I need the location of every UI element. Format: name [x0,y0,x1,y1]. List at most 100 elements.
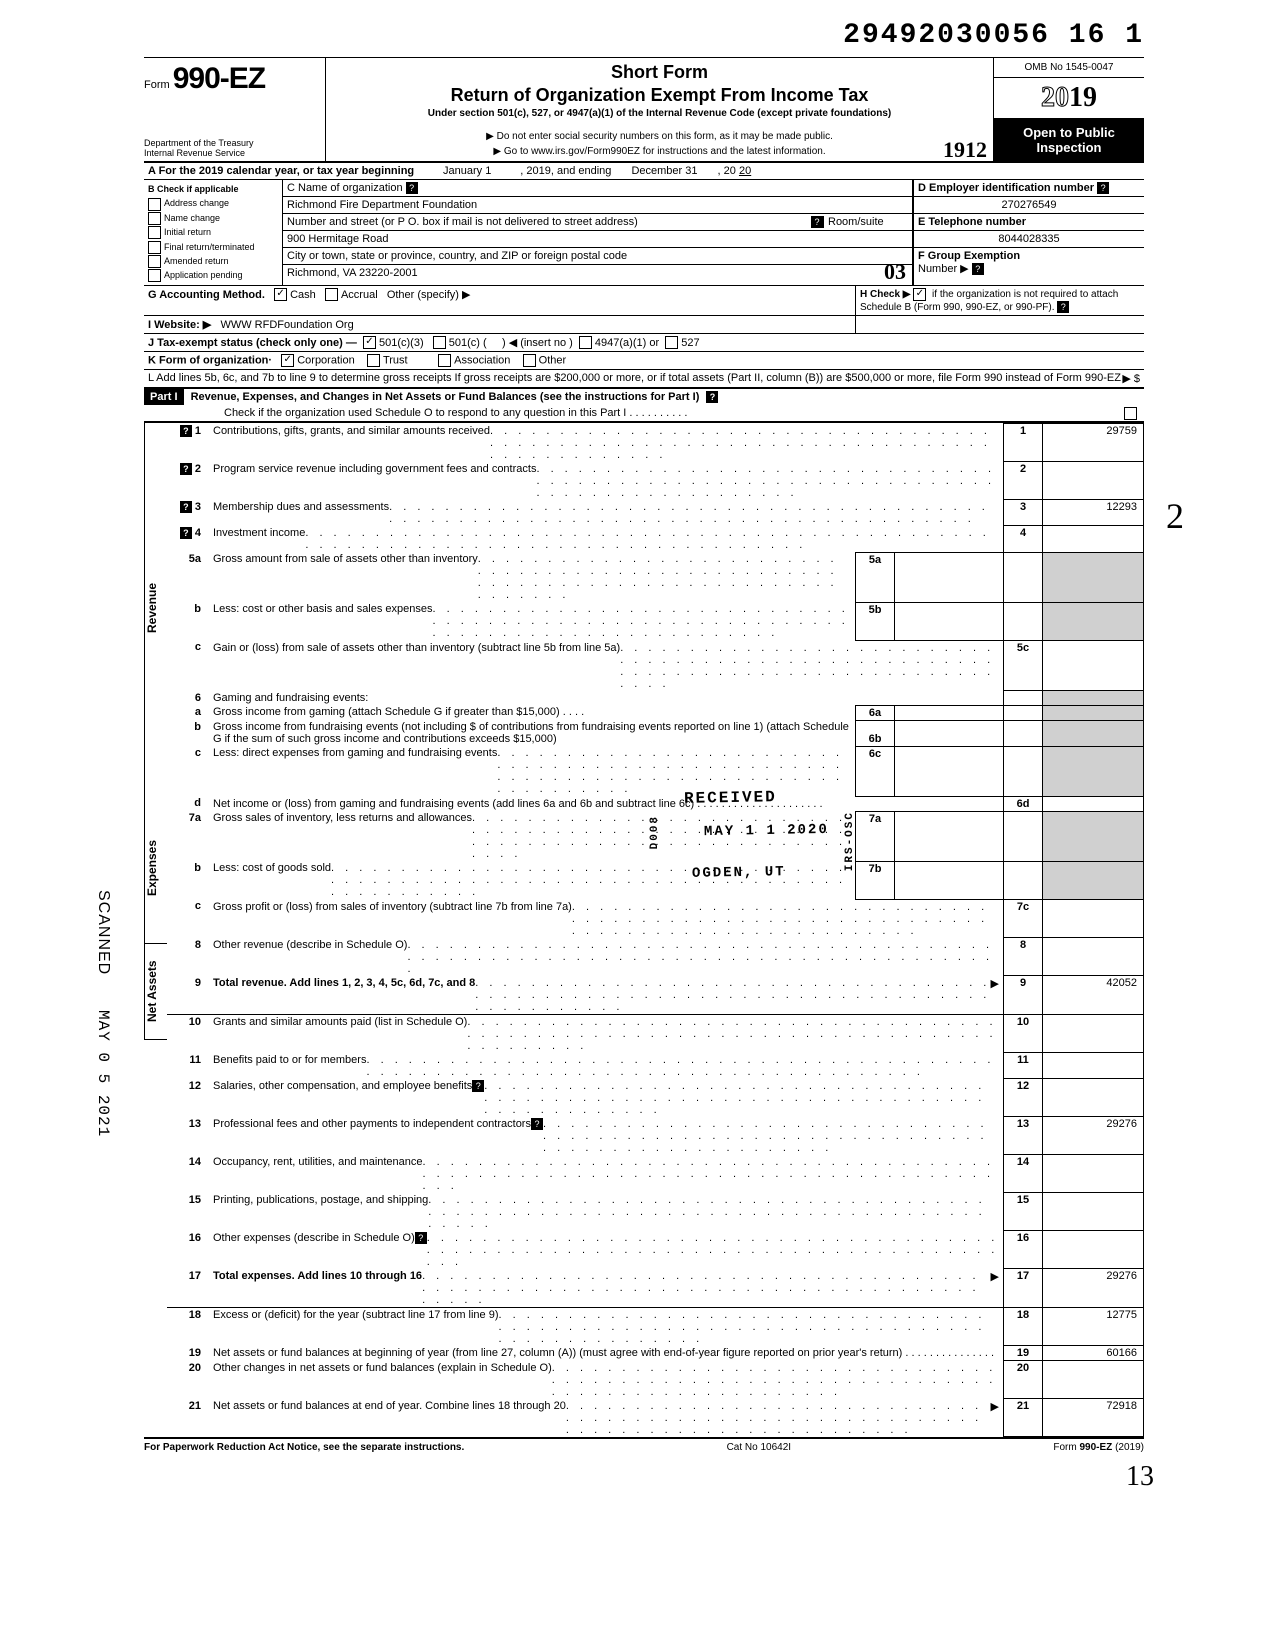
j-501c: 501(c) ( [449,337,487,349]
line3-box: 3 [1004,500,1043,526]
line13-val: 29276 [1043,1117,1144,1155]
part1-title: Revenue, Expenses, and Changes in Net As… [187,389,704,405]
line8-desc: Other revenue (describe in Schedule O) [213,939,407,975]
i-label: I Website: ▶ [148,319,211,331]
form-title: Return of Organization Exempt From Incom… [332,85,987,106]
help-icon[interactable]: ? [180,463,192,475]
line18-desc: Excess or (deficit) for the year (subtra… [213,1309,499,1345]
tax-year-end: 20 [739,165,751,177]
line17-box: 17 [1004,1269,1043,1308]
checkbox-other-org[interactable] [523,354,536,367]
tax-year-end-month: December 31 [614,165,714,177]
checkbox-address-change[interactable] [148,198,161,211]
help-icon[interactable]: ? [180,425,192,437]
line-a-label: A For the 2019 calendar year, or tax yea… [148,165,414,177]
ein-value: 270276549 [914,197,1144,214]
checkbox-final-return[interactable] [148,241,161,254]
checkbox-527[interactable] [665,336,678,349]
line7a-box: 7a [856,811,895,861]
opt-final-return: Final return/terminated [164,242,255,252]
l-arrow: ▶ $ [1122,372,1140,385]
line-num: 14 [167,1155,209,1193]
line1-val: 29759 [1043,424,1144,462]
stamp-irs-osc: IRS-OSC [844,811,856,871]
document-id-number: 29492030056 16 1 [144,20,1144,51]
line20-box: 20 [1004,1361,1043,1399]
handwritten-1912: 1912 [943,137,987,163]
help-icon[interactable]: ? [472,1080,484,1092]
line6d-box: 6d [1004,796,1043,811]
line-num: b [167,720,209,746]
k-other: Other [539,355,567,367]
f-label: F Group Exemption [918,250,1020,262]
handwritten-13: 13 [1126,1461,1154,1493]
help-icon[interactable]: ? [1097,182,1109,194]
j-label: J Tax-exempt status (check only one) — [148,337,357,349]
checkbox-application-pending[interactable] [148,269,161,282]
checkbox-501c3[interactable] [363,336,376,349]
k-assoc: Association [454,355,510,367]
l-text: L Add lines 5b, 6c, and 7b to line 9 to … [148,372,1121,384]
help-icon[interactable]: ? [406,182,418,194]
phone-value: 8044028335 [914,231,1144,248]
help-icon[interactable]: ? [706,391,718,403]
help-icon[interactable]: ? [531,1118,543,1130]
checkbox-trust[interactable] [367,354,380,367]
dept-irs: Internal Revenue Service [144,149,319,159]
goto-instructions: ▶ Go to www.irs.gov/Form990EZ for instru… [332,146,987,157]
line7a-desc: Gross sales of inventory, less returns a… [213,812,472,860]
checkbox-initial-return[interactable] [148,226,161,239]
checkbox-schedule-o[interactable] [1124,407,1137,420]
checkbox-name-change[interactable] [148,212,161,225]
line9-desc: Total revenue. Add lines 1, 2, 3, 4, 5c,… [213,977,475,1013]
checkbox-cash[interactable] [274,288,287,301]
checkbox-association[interactable] [438,354,451,367]
website-value: WWW RFDFoundation Org [220,319,353,331]
help-icon[interactable]: ? [972,263,984,275]
b-label: B Check if applicable [148,184,239,194]
line16-desc: Other expenses (describe in Schedule O) [213,1232,415,1268]
checkbox-corporation[interactable] [281,354,294,367]
line6c-desc: Less: direct expenses from gaming and fu… [213,747,497,795]
line9-val: 42052 [1043,976,1144,1015]
line-num: 16 [167,1231,209,1269]
line4-val [1043,526,1144,553]
help-icon[interactable]: ? [180,527,192,539]
line-num: 4 [195,527,201,539]
handwritten-2: 2 [1166,495,1184,537]
stamp-received: RECEIVED [684,789,777,809]
help-icon[interactable]: ? [180,501,192,513]
open-line2: Inspection [996,140,1142,155]
help-icon[interactable]: ? [1057,301,1069,313]
form-number: 990-EZ [173,62,265,95]
line5c-box: 5c [1004,640,1043,691]
checkbox-501c[interactable] [433,336,446,349]
line16-box: 16 [1004,1231,1043,1269]
checkbox-h[interactable] [913,288,926,301]
line3-desc: Membership dues and assessments [213,501,389,525]
help-icon[interactable]: ? [415,1232,427,1244]
line-num: d [167,796,209,811]
scanned-stamp: SCANNED [94,890,112,975]
checkbox-amended-return[interactable] [148,255,161,268]
checkbox-accrual[interactable] [325,288,338,301]
k-label: K Form of organization· [148,355,272,367]
k-corp: Corporation [297,355,354,367]
line4-desc: Investment income [213,527,305,551]
checkbox-4947[interactable] [579,336,592,349]
line-num: 11 [167,1053,209,1079]
help-icon[interactable]: ? [811,216,823,228]
org-name: Richmond Fire Department Foundation [283,197,912,214]
short-form-label: Short Form [332,62,987,83]
line6a-desc: Gross income from gaming (attach Schedul… [213,706,560,718]
line19-desc: Net assets or fund balances at beginning… [213,1347,902,1359]
line-num: 15 [167,1193,209,1231]
line-num: 13 [167,1117,209,1155]
scanned-date-stamp: MAY 0 5 2021 [94,1010,112,1137]
a-mid: , 2019, and ending [520,165,611,177]
org-street: 900 Hermitage Road [283,231,912,248]
g-other: Other (specify) ▶ [387,289,471,301]
d-label: D Employer identification number [918,182,1094,194]
g-label: G Accounting Method. [148,289,265,301]
opt-address-change: Address change [164,198,229,208]
